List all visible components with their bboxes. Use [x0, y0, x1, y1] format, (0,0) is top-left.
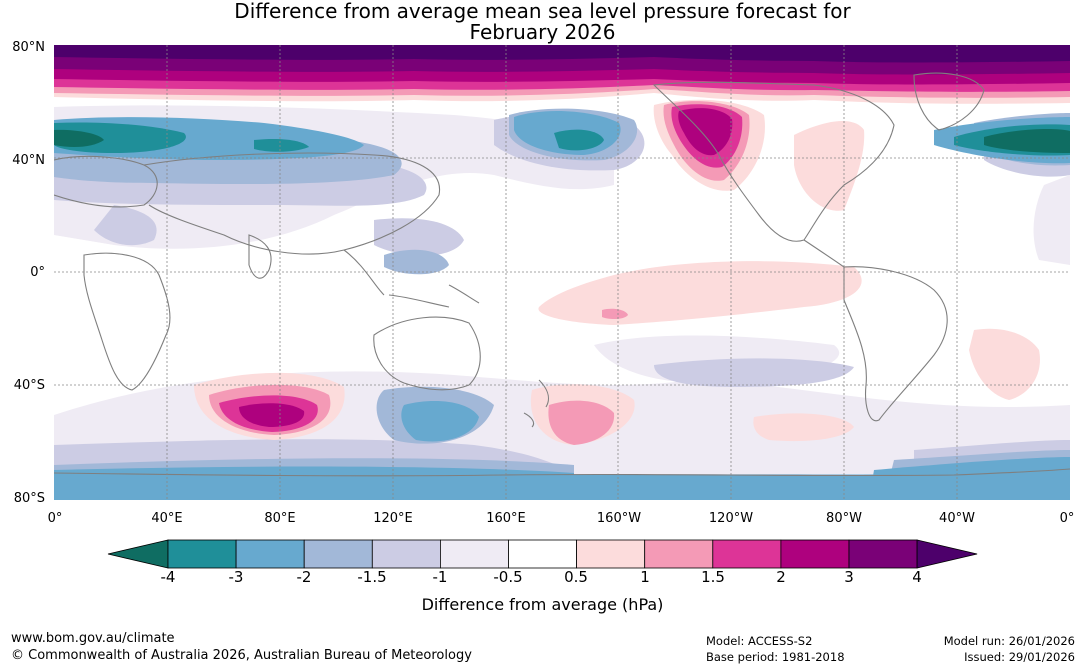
lon-label-0-right: 0° — [1059, 511, 1075, 526]
chart-title-line1: Difference from average mean sea level p… — [234, 0, 851, 23]
footer-base-period: Base period: 1981-2018 — [706, 650, 845, 664]
colorbar-tick-label: 1 — [640, 568, 650, 586]
lon-label-40w: 40°W — [939, 511, 975, 526]
lon-label-160e: 160°E — [486, 511, 526, 526]
colorbar-tick-label: -1.5 — [357, 568, 387, 586]
colorbar-swatch — [848, 539, 918, 569]
lon-label-120w: 120°W — [708, 511, 754, 526]
colorbar-tick-label: -3 — [228, 568, 244, 586]
lon-label-160w: 160°W — [596, 511, 642, 526]
footer-model: Model: ACCESS-S2 — [706, 634, 813, 648]
anomaly-pos-2-regions — [239, 108, 733, 427]
colorbar-tick-label: 3 — [844, 568, 854, 586]
colorbar-tick-label: -4 — [160, 568, 176, 586]
colorbar-swatch — [780, 539, 850, 569]
footer-copyright: © Commonwealth of Australia 2026, Austra… — [11, 648, 472, 663]
colorbar-swatch — [167, 539, 237, 569]
colorbar-tick-label: 4 — [912, 568, 922, 586]
colorbar — [107, 539, 978, 569]
lon-label-120e: 120°E — [373, 511, 413, 526]
colorbar-tick-label: -1 — [432, 568, 448, 586]
colorbar-swatch — [712, 539, 782, 569]
arctic-positive-band — [54, 45, 1070, 104]
colorbar-swatch — [576, 539, 646, 569]
gridlines — [54, 45, 1070, 500]
colorbar-swatch — [439, 539, 509, 569]
lat-label-80s: 80°S — [13, 491, 45, 506]
colorbar-extend-low — [107, 539, 169, 569]
colorbar-swatch — [303, 539, 373, 569]
colorbar-tick-label: -2 — [296, 568, 312, 586]
antarctic-negative-band — [54, 470, 1070, 500]
lon-label-0-left: 0° — [47, 511, 63, 526]
anomaly-neg-4-regions — [54, 129, 1070, 153]
lat-label-equator: 0° — [30, 265, 45, 280]
colorbar-swatch — [371, 539, 441, 569]
lon-label-40e: 40°E — [151, 511, 183, 526]
colorbar-extend-high — [916, 539, 978, 569]
pressure-anomaly-map — [54, 45, 1070, 500]
lat-label-40s: 40°S — [13, 378, 45, 393]
colorbar-tick-label: 1.5 — [701, 568, 725, 586]
colorbar-tick-label: -0.5 — [493, 568, 523, 586]
colorbar-swatch — [235, 539, 305, 569]
footer-issued: Issued: 29/01/2026 — [964, 650, 1075, 664]
chart-title-line2: February 2026 — [469, 20, 616, 44]
colorbar-swatch — [644, 539, 714, 569]
colorbar-tick-label: 0.5 — [564, 568, 588, 586]
lat-label-40n: 40°N — [12, 153, 45, 168]
lat-label-80n: 80°N — [12, 40, 45, 55]
lon-label-80e: 80°E — [264, 511, 296, 526]
land-outlines — [54, 72, 1070, 477]
footer-website: www.bom.gov.au/climate — [11, 631, 175, 646]
lon-label-80w: 80°W — [826, 511, 862, 526]
colorbar-title: Difference from average (hPa) — [421, 595, 664, 614]
footer-model-run: Model run: 26/01/2026 — [943, 634, 1075, 648]
colorbar-tick-label: 2 — [776, 568, 786, 586]
colorbar-swatch — [508, 539, 577, 569]
